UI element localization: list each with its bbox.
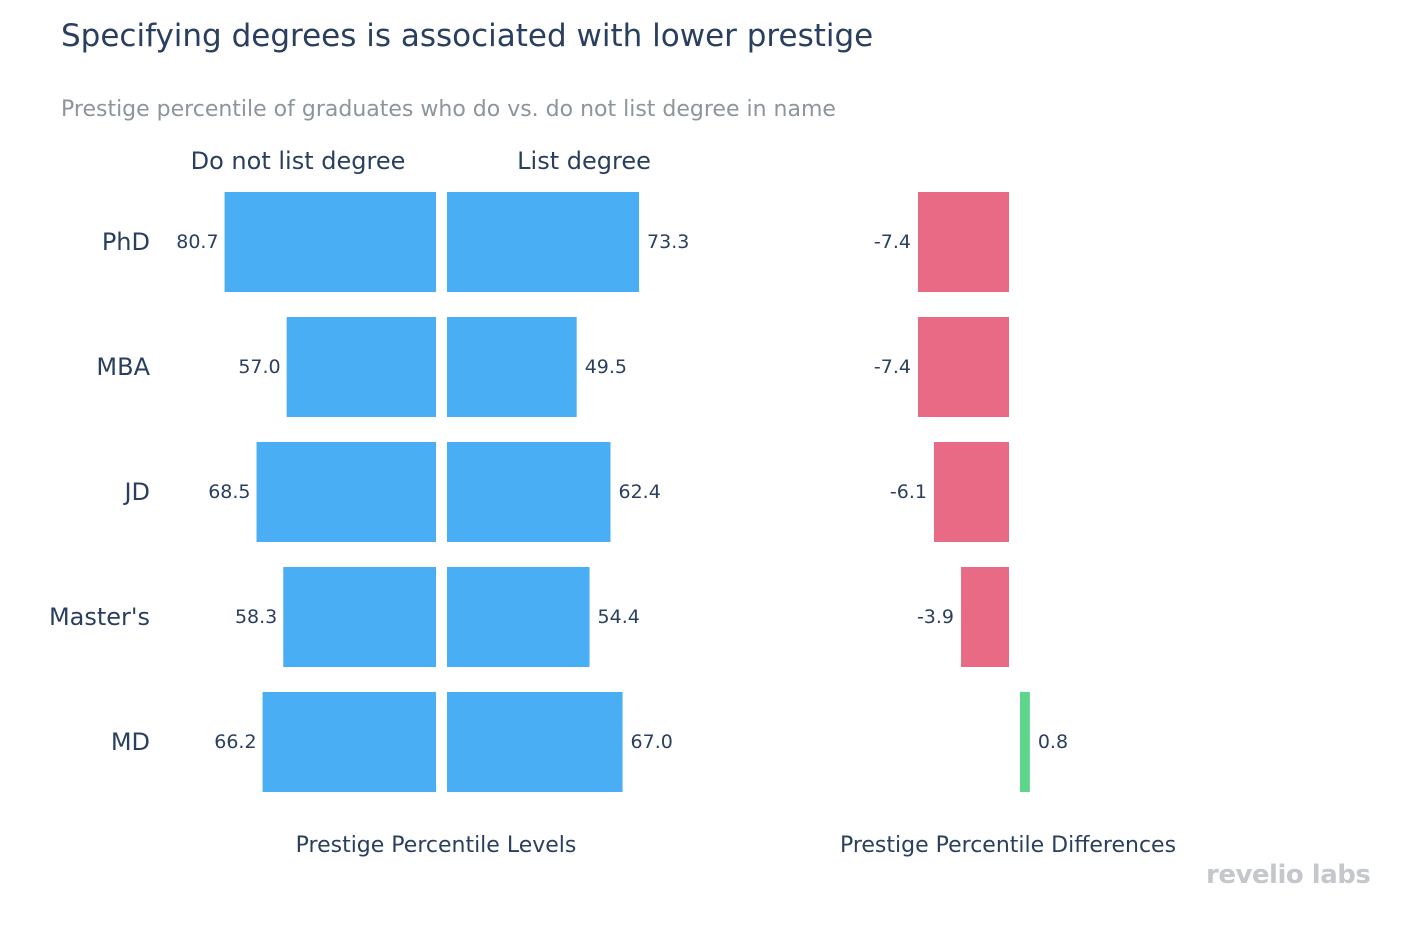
chart-title: Specifying degrees is associated with lo… [61,18,874,54]
value-label-list-master-s: 54.4 [598,606,640,628]
legend-do-not-list-degree: Do not list degree [190,147,406,175]
category-label-md: MD [111,728,150,756]
bar-difference-master-s [961,567,1009,667]
bar-list-phd [447,192,640,292]
bar-do-not-list-phd [224,192,436,292]
bar-list-jd [447,442,611,542]
revelio-labs-logo: revelio labs [1206,860,1371,890]
value-label-do-not-list-md: 66.2 [214,731,256,753]
value-label-list-md: 67.0 [631,731,673,753]
value-label-list-phd: 73.3 [647,231,689,253]
bar-do-not-list-md [262,692,436,792]
value-label-do-not-list-jd: 68.5 [208,481,250,503]
bar-difference-mba [917,317,1009,417]
category-label-mba: MBA [96,353,150,381]
levels-axis-title: Prestige Percentile Levels [295,833,577,858]
category-label-master-s: Master's [49,603,150,631]
bar-do-not-list-jd [256,442,436,542]
bar-difference-md [1020,692,1030,792]
bar-list-mba [447,317,577,417]
value-label-do-not-list-phd: 80.7 [176,231,218,253]
differences-axis-title: Prestige Percentile Differences [839,833,1177,858]
bar-difference-jd [933,442,1009,542]
category-label-jd: JD [122,478,150,506]
bar-list-md [447,692,623,792]
bar-difference-phd [917,192,1009,292]
bar-list-master-s [447,567,590,667]
chart-subtitle: Prestige percentile of graduates who do … [61,97,836,122]
value-label-difference-mba: -7.4 [874,356,911,378]
legend-list-degree: List degree [517,147,651,175]
category-label-phd: PhD [102,228,150,256]
value-label-list-mba: 49.5 [585,356,627,378]
value-label-list-jd: 62.4 [618,481,660,503]
value-label-difference-jd: -6.1 [890,481,927,503]
bar-do-not-list-master-s [283,567,436,667]
value-label-do-not-list-mba: 57.0 [238,356,280,378]
value-label-do-not-list-master-s: 58.3 [235,606,277,628]
bar-do-not-list-mba [286,317,436,417]
value-label-difference-master-s: -3.9 [917,606,954,628]
value-label-difference-phd: -7.4 [874,231,911,253]
value-label-difference-md: 0.8 [1038,731,1068,753]
